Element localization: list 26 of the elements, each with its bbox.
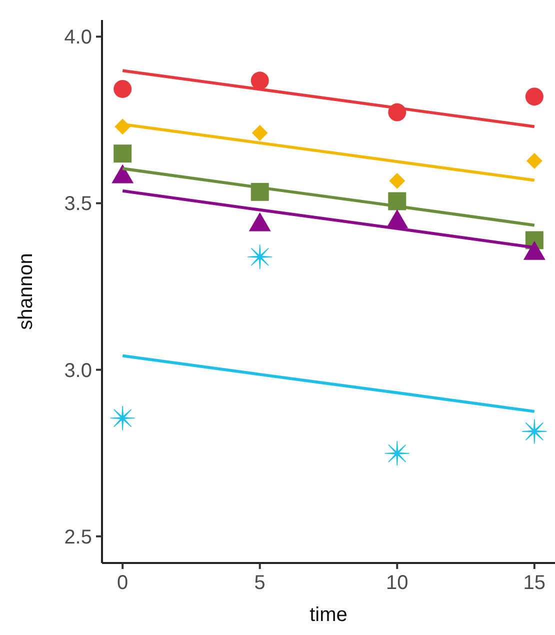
y-tick-label: 4.0 <box>64 26 92 49</box>
point <box>522 419 547 444</box>
y-tick-label: 2.5 <box>64 526 92 548</box>
x-axis-title: time <box>310 604 348 626</box>
point <box>389 172 406 189</box>
point <box>252 124 268 141</box>
y-axis-title: shannon <box>15 253 37 330</box>
point <box>525 88 544 106</box>
x-tick-label: 10 <box>386 572 408 594</box>
point <box>114 80 132 98</box>
point <box>112 164 134 184</box>
line-series <box>121 69 536 128</box>
line-series <box>121 354 536 413</box>
y-tick-label: 3.0 <box>64 360 92 382</box>
point <box>523 240 546 260</box>
point <box>250 72 269 90</box>
point <box>384 441 410 466</box>
point <box>248 212 271 232</box>
y-tick-label: 3.5 <box>64 193 92 216</box>
point <box>114 144 132 163</box>
point <box>526 152 542 169</box>
point <box>247 244 272 270</box>
point <box>110 406 135 430</box>
x-tick-label: 15 <box>523 572 546 594</box>
x-tick-label: 0 <box>117 572 128 594</box>
x-tick-label: 5 <box>254 572 266 594</box>
